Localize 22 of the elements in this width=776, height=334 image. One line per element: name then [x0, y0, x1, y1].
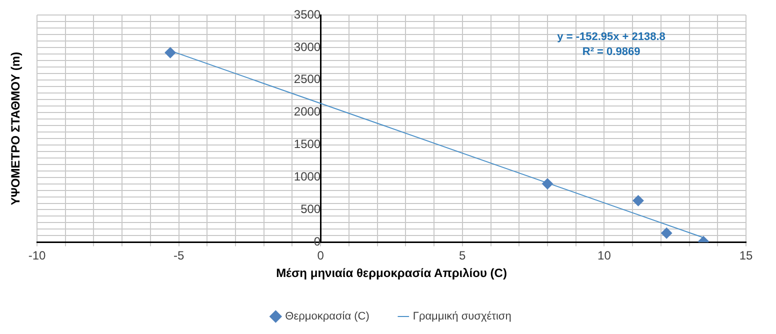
y-tick-label: 2500	[294, 72, 321, 86]
point	[164, 47, 176, 58]
y-tick-label: 1000	[294, 170, 321, 184]
y-tick-label: 3000	[294, 40, 321, 54]
x-tick-label: -10	[28, 248, 46, 263]
legend-label: Θερμοκρασία (C)	[285, 310, 370, 323]
annotation: y = -152.95x + 2138.8	[557, 31, 666, 44]
x-tick-label: 5	[459, 248, 466, 263]
x-axis-title: Μέση μηνιαία θερμοκρασία Απριλίου (C)	[276, 266, 507, 280]
y-axis-title: ΥΨΟΜΕΤΡΟ ΣΤΑΘΜΟΥ (m)	[8, 52, 22, 206]
y-tick-label: 1500	[294, 137, 321, 152]
annotation: R² = 0.9869	[582, 46, 640, 58]
x-tick-label: -5	[173, 248, 184, 263]
x-tick-label: 15	[739, 248, 753, 263]
point	[542, 178, 553, 190]
y-tick-label: 500	[300, 202, 321, 216]
legend-label: Γραμμική συσχέτιση	[412, 310, 512, 323]
y-tick-label: 2000	[294, 104, 321, 119]
point	[661, 228, 672, 239]
x-tick-label: 10	[598, 248, 612, 263]
point	[632, 195, 644, 206]
y-tick-label: 3500	[294, 7, 321, 22]
